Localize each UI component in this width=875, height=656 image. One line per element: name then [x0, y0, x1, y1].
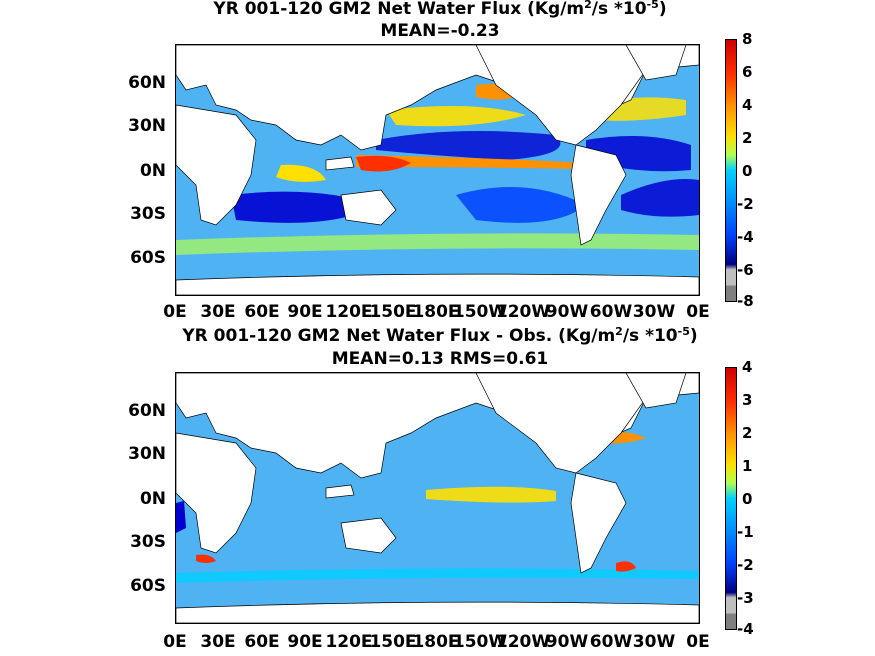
land-maritime-continent: [325, 156, 355, 171]
colorbar-tick: 2: [742, 129, 753, 147]
bay-of-bengal: [276, 164, 326, 182]
land-antarctica: [176, 601, 699, 623]
lon-tick: 0E: [163, 632, 187, 652]
top-map: [175, 44, 700, 296]
land-maritime-continent: [325, 484, 355, 499]
lon-tick: 150W: [452, 632, 508, 652]
lon-tick: 90W: [545, 302, 589, 322]
colorbar-tick: -4: [737, 228, 754, 246]
lon-tick: 120E: [325, 302, 373, 322]
colorbar-tick: 2: [742, 424, 753, 442]
colorbar-tick: 8: [742, 30, 753, 48]
top-lat-30s: 30S: [130, 204, 166, 224]
colorbar-tick: -2: [737, 195, 754, 213]
lon-tick: 30W: [632, 302, 676, 322]
bottom-title: YR 001-120 GM2 Net Water Flux - Obs. (Kg…: [182, 325, 698, 346]
lon-tick: 150E: [369, 632, 417, 652]
bottom-lat-60n: 60N: [128, 401, 166, 421]
lon-tick: 0E: [163, 302, 187, 322]
bottom-subtitle: MEAN=0.13 RMS=0.61: [331, 349, 549, 369]
equatorial-pacific-anomaly: [426, 486, 556, 503]
lon-tick: 90E: [287, 632, 323, 652]
lon-tick: 180E: [412, 632, 460, 652]
top-lat-30n: 30N: [128, 116, 166, 136]
land-africa: [176, 104, 257, 226]
south-atlantic-anomaly: [196, 554, 216, 563]
lon-tick: 90W: [545, 632, 589, 652]
lon-tick: 60E: [244, 302, 280, 322]
bottom-lat-0n: 0N: [139, 489, 166, 509]
bottom-map: [175, 372, 700, 624]
colorbar-tick: 4: [742, 96, 753, 114]
colorbar-tick: 1: [742, 457, 753, 475]
colorbar-tick: 6: [742, 63, 753, 81]
colorbar-tick: -4: [737, 620, 754, 638]
lon-tick: 150W: [452, 302, 508, 322]
land-greenland: [625, 373, 687, 409]
north-pacific-dry-band: [376, 131, 561, 160]
land-australia: [340, 189, 397, 226]
bottom-lat-60s: 60S: [130, 576, 166, 596]
itcz-band: [356, 155, 586, 169]
colorbar-tick: 4: [742, 358, 753, 376]
lon-tick: 180E: [412, 302, 460, 322]
land-antarctica: [176, 273, 699, 295]
lon-tick: 150E: [369, 302, 417, 322]
lon-tick: 120W: [495, 302, 551, 322]
top-lat-60s: 60S: [130, 248, 166, 268]
colorbar-tick: 0: [742, 490, 753, 508]
bottom-lat-30s: 30S: [130, 532, 166, 552]
south-atlantic-dry-band: [621, 179, 699, 217]
indian-ocean-dry-band: [231, 191, 376, 223]
lon-tick: 60W: [589, 302, 633, 322]
brazil-current-anomaly: [616, 561, 636, 572]
north-pacific-storm-track: [386, 106, 526, 127]
land-south-america: [570, 472, 627, 574]
south-pacific-dry-band: [456, 187, 586, 223]
top-colorbar: [725, 39, 737, 302]
colorbar-tick: -8: [737, 292, 754, 310]
lon-tick: 90E: [287, 302, 323, 322]
lon-tick: 30E: [200, 632, 236, 652]
land-greenland: [625, 45, 687, 81]
colorbar-tick: -1: [737, 523, 754, 541]
colorbar-tick: -3: [737, 589, 754, 607]
top-subtitle: MEAN=-0.23: [380, 21, 500, 41]
colorbar-tick: -2: [737, 556, 754, 574]
colorbar-tick: 0: [742, 162, 753, 180]
lon-tick: 120W: [495, 632, 551, 652]
top-lat-0n: 0N: [139, 161, 166, 181]
lon-tick: 60W: [589, 632, 633, 652]
southern-ocean-anomaly: [176, 568, 699, 583]
bottom-lat-30n: 30N: [128, 444, 166, 464]
lon-tick: 60E: [244, 632, 280, 652]
colorbar-tick: -6: [737, 261, 754, 279]
indian-ocean-anomaly: [176, 501, 186, 533]
lon-tick: 30W: [632, 632, 676, 652]
colorbar-tick: 3: [742, 391, 753, 409]
top-lat-60n: 60N: [128, 73, 166, 93]
land-australia: [340, 517, 397, 554]
land-south-america: [570, 144, 627, 246]
lon-tick: 30E: [200, 302, 236, 322]
warm-pool: [356, 155, 411, 172]
land-africa: [176, 432, 257, 554]
top-title: YR 001-120 GM2 Net Water Flux (Kg/m2/s *…: [213, 0, 667, 19]
lon-tick: 0E: [686, 632, 710, 652]
lon-tick: 120E: [325, 632, 373, 652]
bottom-colorbar: [725, 367, 737, 630]
lon-tick: 0E: [686, 302, 710, 322]
southern-ocean-band: [176, 233, 699, 255]
